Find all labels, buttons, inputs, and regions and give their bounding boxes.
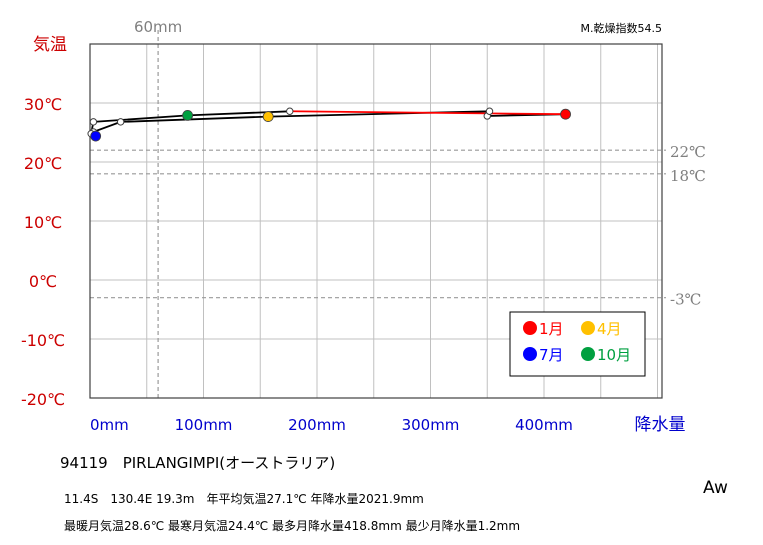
month-point: [286, 107, 294, 115]
y-tick-label: -10℃: [21, 331, 65, 350]
x-tick-label: 100mm: [175, 416, 233, 434]
month-point-highlight: [560, 108, 571, 120]
legend-marker: [523, 321, 537, 335]
dryness-index: M.乾燥指数54.5: [581, 21, 662, 35]
x-axis-label: 降水量: [635, 415, 686, 435]
legend-label: 7月: [539, 346, 564, 364]
legend-label: 1月: [539, 320, 564, 338]
month-point: [116, 118, 125, 126]
reference-label-temp: 22℃: [670, 143, 706, 161]
reference-label-precip: 60mm: [134, 18, 182, 36]
station-name: 94119 PIRLANGIMPI(オーストラリア): [60, 454, 336, 472]
x-tick-label: 400mm: [515, 416, 573, 434]
x-tick-label: 200mm: [288, 416, 346, 434]
plot-border: [89, 43, 663, 399]
x-tick-label: 300mm: [402, 416, 460, 434]
legend-marker: [523, 347, 537, 361]
y-tick-label: -20℃: [21, 390, 65, 409]
station-info-line1: 11.4S 130.4E 19.3m 年平均気温27.1℃ 年降水量2021.9…: [64, 492, 424, 506]
month-point-highlight: [262, 111, 274, 122]
y-axis-label: 気温: [33, 35, 67, 55]
climate-code: Aw: [703, 478, 728, 498]
y-tick-label: 0℃: [29, 272, 57, 291]
y-tick-label: 20℃: [24, 154, 62, 173]
month-point: [89, 118, 98, 126]
legend-label: 10月: [597, 346, 631, 364]
y-tick-label: 30℃: [24, 95, 62, 114]
legend-label: 4月: [597, 320, 622, 338]
reference-label-temp: 18℃: [670, 167, 706, 185]
reference-label-temp: -3℃: [670, 291, 701, 309]
x-tick-label: 0mm: [90, 416, 129, 434]
climate-chart: 60mm 22℃ 18℃ -3℃ 30℃ 20℃ 10℃ 0℃ -10℃ -20℃ 気温 0mm 100…: [21, 18, 706, 435]
climograph-line-closing: [289, 110, 566, 116]
legend-marker: [581, 321, 595, 335]
month-point-highlight: [90, 130, 102, 142]
month-point-highlight: [182, 109, 194, 121]
legend-marker: [581, 347, 595, 361]
station-info-line2: 最暖月気温28.6℃ 最寒月気温24.4℃ 最多月降水量418.8mm 最少月降…: [64, 519, 521, 533]
month-point: [485, 107, 494, 115]
y-tick-label: 10℃: [24, 213, 62, 232]
